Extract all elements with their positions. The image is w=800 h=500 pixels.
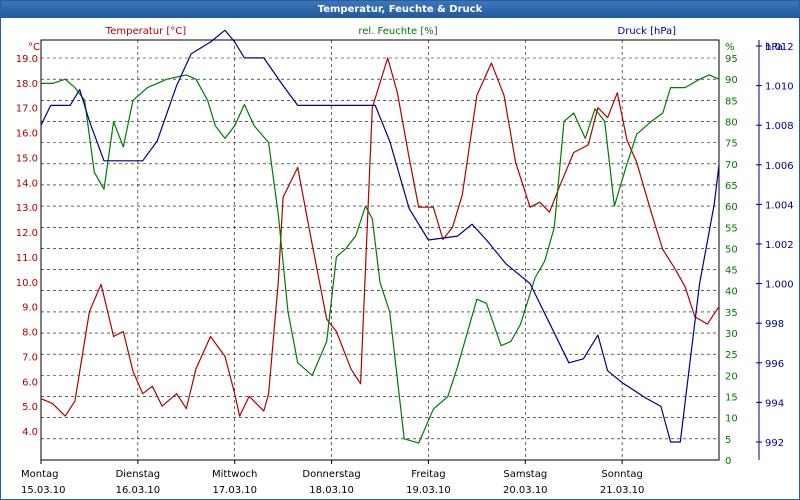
- pressure-tick-label: 1.000: [765, 280, 794, 291]
- humidity-tick-label: 25: [725, 350, 738, 361]
- temperature-series-line: [40, 57, 720, 417]
- humidity-tick-label: 80: [725, 117, 738, 128]
- humidity-tick-label: 40: [725, 287, 738, 298]
- humidity-tick-label: 15: [725, 393, 738, 404]
- pressure-tick-label: 1.012: [765, 42, 794, 53]
- humidity-tick-label: 90: [725, 75, 738, 86]
- humidity-tick-label: 35: [725, 308, 738, 319]
- pressure-tick-label: 1.008: [765, 121, 794, 132]
- humidity-tick-label: 75: [725, 139, 738, 150]
- temperature-tick-label: 8.0: [22, 328, 38, 339]
- pressure-tick-label: 1.010: [765, 82, 794, 93]
- window-title: Temperatur, Feuchte & Druck: [317, 4, 483, 15]
- humidity-tick-label: 0: [725, 456, 731, 467]
- pressure-tick-label: 996: [765, 359, 784, 370]
- humidity-tick-label: 45: [725, 266, 738, 277]
- x-label-day: Dienstag: [116, 469, 161, 480]
- series-label: rel. Feuchte [%]: [358, 26, 437, 37]
- humidity-tick-label: 20: [725, 371, 738, 382]
- temperature-tick-label: 4.0: [22, 427, 38, 438]
- series-label: Temperatur [°C]: [105, 26, 186, 37]
- temperature-tick-label: 9.0: [22, 303, 38, 314]
- x-label-date: 16.03.10: [116, 485, 161, 496]
- humidity-tick-label: 60: [725, 202, 738, 213]
- humidity-tick-label: 65: [725, 181, 738, 192]
- temperature-tick-label: 7.0: [22, 352, 38, 363]
- x-label-day: Mittwoch: [212, 469, 257, 480]
- humidity-series-line: [41, 74, 720, 444]
- pressure-tick-label: 1.004: [765, 200, 794, 211]
- x-label-day: Freitag: [411, 469, 445, 480]
- temperature-tick-label: 6.0: [22, 377, 38, 388]
- temperature-tick-label: 19.0: [16, 54, 38, 65]
- pressure-series-line: [40, 29, 720, 443]
- x-label-day: Sonntag: [601, 469, 643, 480]
- temperature-tick-label: 10.0: [16, 278, 38, 289]
- humidity-tick-label: 50: [725, 244, 738, 255]
- pressure-tick-label: 992: [765, 438, 784, 449]
- plot-frame: [40, 39, 720, 461]
- x-label-date: 15.03.10: [21, 485, 66, 496]
- x-label-date: 20.03.10: [503, 485, 548, 496]
- humidity-unit-label: %: [725, 42, 735, 53]
- pressure-tick-label: 1.002: [765, 240, 794, 251]
- x-label-date: 21.03.10: [600, 485, 645, 496]
- temperature-tick-label: 15.0: [16, 153, 38, 164]
- x-label-date: 19.03.10: [406, 485, 451, 496]
- window-title-bar: Temperatur, Feuchte & Druck: [1, 1, 799, 18]
- x-label-day: Donnerstag: [302, 469, 360, 480]
- x-label-day: Montag: [21, 469, 58, 480]
- x-label-day: Samstag: [503, 469, 547, 480]
- temperature-tick-label: 12.0: [16, 228, 38, 239]
- pressure-tick-label: 998: [765, 319, 784, 330]
- pressure-tick-label: 1.006: [765, 161, 794, 172]
- humidity-tick-label: 85: [725, 96, 738, 107]
- humidity-tick-label: 10: [725, 414, 738, 425]
- x-label-date: 17.03.10: [212, 485, 257, 496]
- humidity-tick-label: 55: [725, 223, 738, 234]
- humidity-tick-label: 5: [725, 435, 731, 446]
- temperature-tick-label: 11.0: [16, 253, 38, 264]
- temperature-tick-label: 17.0: [16, 104, 38, 115]
- temperature-tick-label: 13.0: [16, 203, 38, 214]
- humidity-tick-label: 70: [725, 160, 738, 171]
- humidity-tick-label: 95: [725, 54, 738, 65]
- x-label-date: 18.03.10: [309, 485, 354, 496]
- series-label: Druck [hPa]: [618, 26, 677, 37]
- temperature-tick-label: 5.0: [22, 402, 38, 413]
- temperature-unit-label: °C: [28, 42, 40, 53]
- pressure-unit-label: hPa: [765, 42, 783, 53]
- humidity-tick-label: 30: [725, 329, 738, 340]
- temperature-tick-label: 16.0: [16, 129, 38, 140]
- temperature-tick-label: 18.0: [16, 79, 38, 90]
- temperature-tick-label: 14.0: [16, 178, 38, 189]
- pressure-tick-label: 994: [765, 398, 784, 409]
